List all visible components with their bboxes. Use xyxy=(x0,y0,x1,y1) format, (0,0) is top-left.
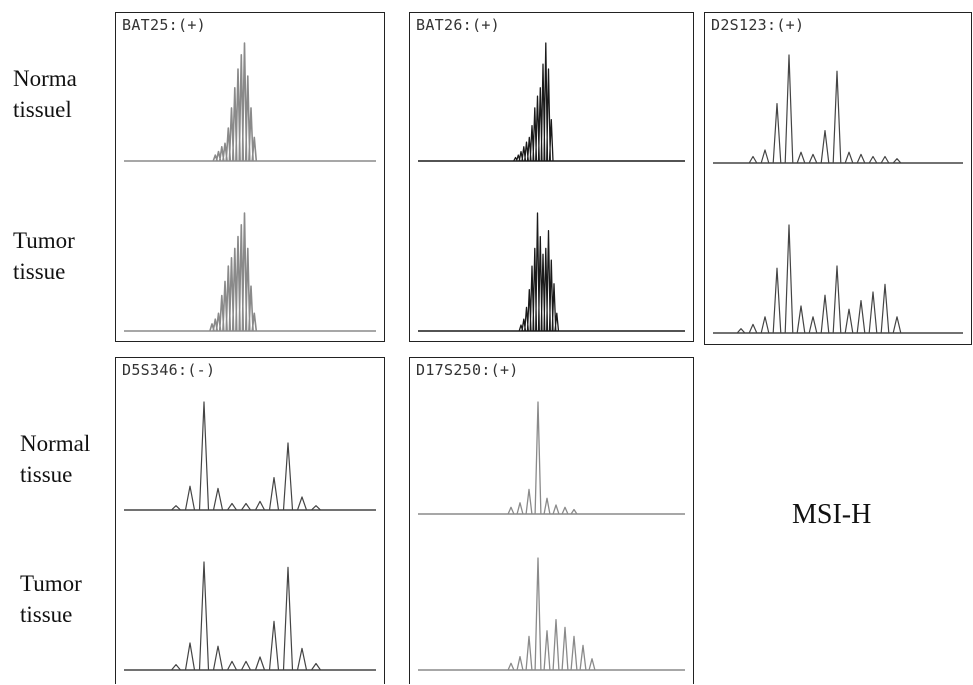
row-label-tumor-bottom: Tumor tissue xyxy=(20,568,82,630)
electropherogram xyxy=(124,401,376,671)
row-label-line: Normal xyxy=(20,431,91,456)
row-label-line: Tumor xyxy=(20,571,82,596)
electropherogram xyxy=(124,42,376,332)
panel-bat26: BAT26:(+) xyxy=(409,12,694,342)
normal-tissue-trace xyxy=(748,54,902,164)
row-label-normal-top: Norma tissuel xyxy=(13,63,77,125)
marker-title: BAT25:(+) xyxy=(122,16,206,34)
tumor-tissue-trace xyxy=(507,557,596,671)
normal-tissue-trace xyxy=(212,42,258,162)
row-label-line: Tumor xyxy=(13,228,75,253)
row-label-tumor-top: Tumor tissue xyxy=(13,225,75,287)
row-label-line: tissue xyxy=(20,462,73,487)
row-label-line: Norma xyxy=(13,66,77,91)
normal-tissue-trace xyxy=(507,401,578,515)
row-label-line: tissue xyxy=(20,602,73,627)
panel-d5s346: D5S346:(-) xyxy=(115,357,385,684)
marker-title: BAT26:(+) xyxy=(416,16,500,34)
tumor-tissue-trace xyxy=(209,212,258,332)
row-label-line: tissue xyxy=(13,259,66,284)
row-label-normal-bottom: Normal tissue xyxy=(20,428,90,490)
panel-bat25: BAT25:(+) xyxy=(115,12,385,342)
electropherogram xyxy=(418,401,685,671)
normal-tissue-trace xyxy=(171,401,321,511)
marker-title: D5S346:(-) xyxy=(122,361,216,379)
tumor-tissue-trace xyxy=(171,561,321,671)
panel-d17s250: D17S250:(+) xyxy=(409,357,694,684)
panel-d2s123: D2S123:(+) xyxy=(704,12,972,345)
normal-tissue-trace xyxy=(513,42,554,162)
msi-status-label: MSI-H xyxy=(792,499,872,530)
tumor-tissue-trace xyxy=(518,212,560,332)
tumor-tissue-trace xyxy=(736,224,902,334)
electropherogram xyxy=(418,42,685,332)
marker-title: D2S123:(+) xyxy=(711,16,805,34)
row-label-line: tissuel xyxy=(13,97,72,122)
electropherogram xyxy=(713,54,963,334)
marker-title: D17S250:(+) xyxy=(416,361,519,379)
